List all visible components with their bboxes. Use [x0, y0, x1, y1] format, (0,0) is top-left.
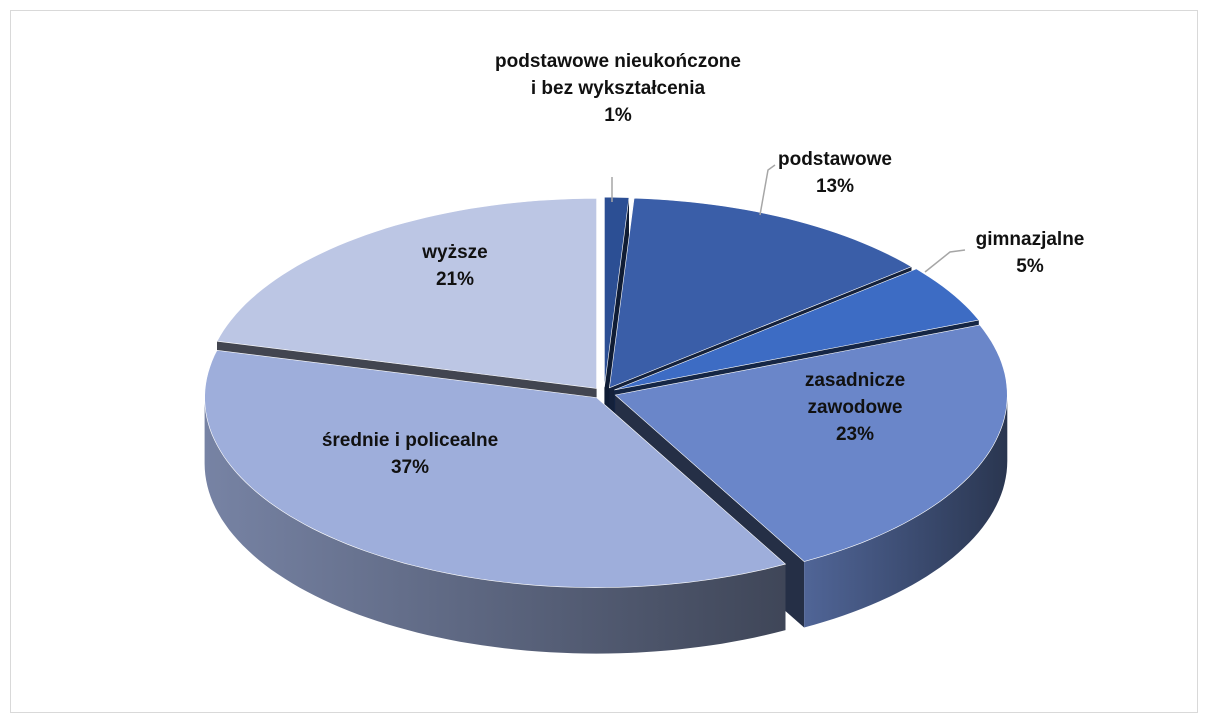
- category-label: wyższe: [421, 242, 487, 263]
- category-label: średnie i policealne: [322, 430, 498, 451]
- pie-slice: [614, 268, 980, 391]
- category-label: gimnazjalne: [976, 229, 1085, 250]
- value-label: 37%: [391, 457, 429, 478]
- slice-side: [204, 397, 786, 654]
- value-label: 13%: [816, 176, 854, 197]
- category-label: podstawowe: [778, 149, 892, 170]
- pie-slice: [216, 198, 597, 389]
- pie-slice: [204, 349, 787, 588]
- value-label: 1%: [604, 105, 632, 126]
- pie-slice: [614, 324, 1008, 562]
- value-label: 21%: [436, 269, 474, 290]
- leader-line: [759, 164, 776, 216]
- category-label: zasadnicze zawodowe: [805, 370, 905, 418]
- value-label: 23%: [836, 424, 874, 445]
- slice-side: [804, 395, 1008, 628]
- pie-slice: [604, 196, 630, 388]
- leader-line: [924, 249, 966, 273]
- pie-slice: [609, 197, 913, 389]
- category-label: podstawowe nieukończone i bez wykształcen…: [495, 51, 741, 99]
- labels: podstawowe nieukończone i bez wykształcen…: [322, 51, 1085, 478]
- value-label: 5%: [1016, 256, 1044, 277]
- pie-tops: [204, 196, 1008, 588]
